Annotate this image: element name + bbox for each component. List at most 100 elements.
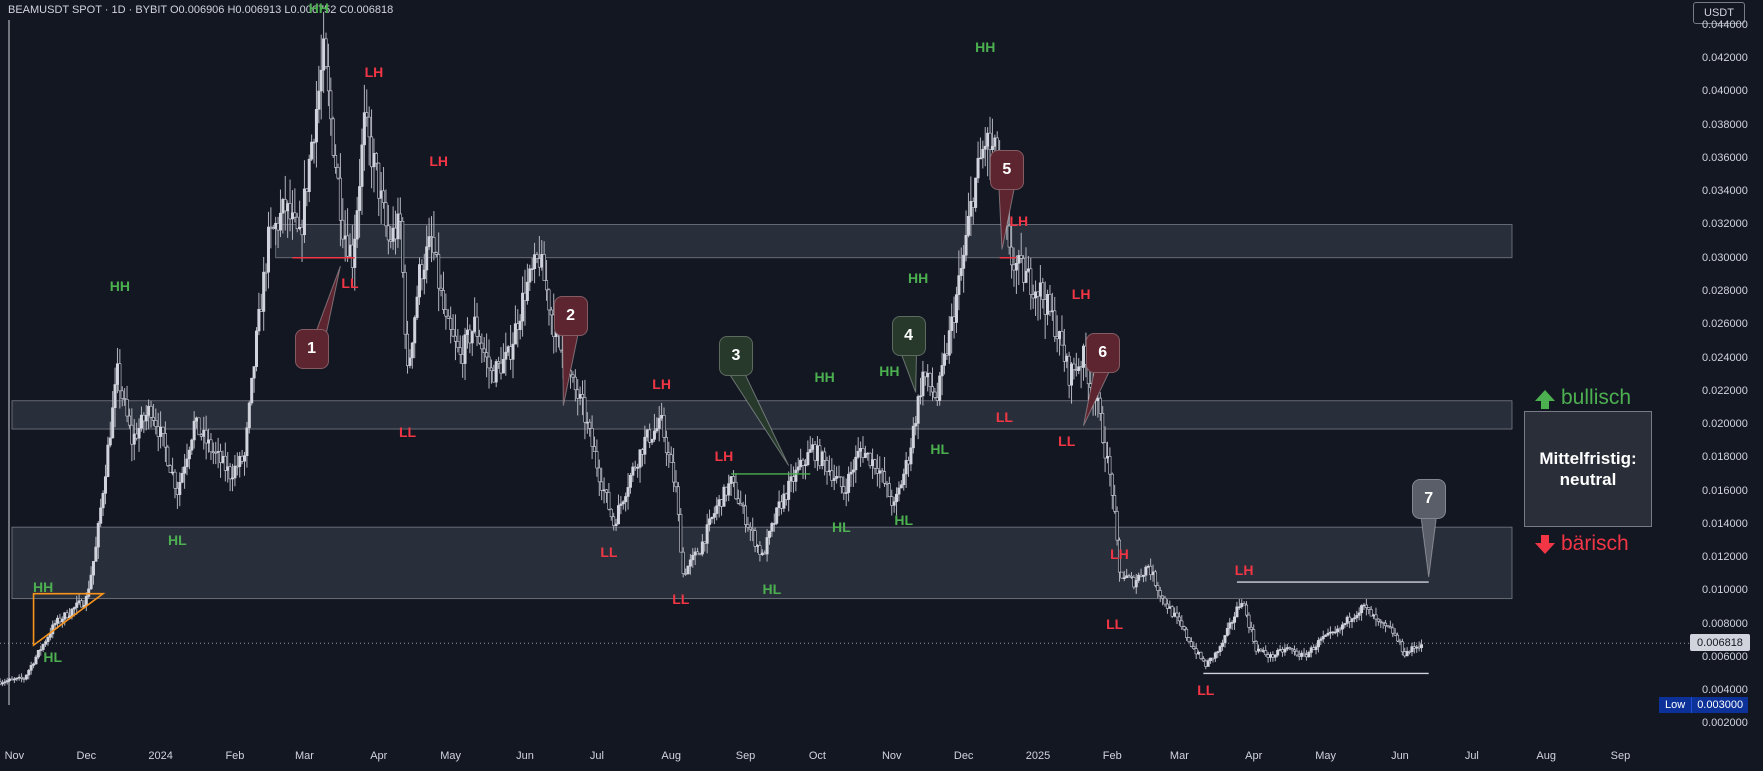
candle-body-141 [336,167,340,179]
candle-body-251 [600,481,604,491]
candle-body-488 [1168,606,1172,609]
candle-body-474 [1134,580,1138,588]
candle-body-16 [36,649,40,658]
candle-body-84 [199,434,203,437]
candle-body-275 [657,417,661,429]
candle-body-491 [1175,612,1179,618]
candle-body-87 [207,439,211,444]
candle-body-591 [1415,646,1419,649]
candle-body-49 [115,363,119,385]
candle-body-199 [475,316,479,337]
candle-body-301 [720,499,724,507]
candle-body-74 [175,487,179,495]
candle-body-584 [1398,640,1402,643]
candle-body-388 [928,372,932,387]
candle-body-484 [1158,590,1162,597]
candle-body-468 [1120,571,1124,579]
candle-body-440 [1053,310,1057,337]
candle-body-377 [902,473,906,486]
candle-body-206 [492,370,496,383]
candle-body-209 [499,362,503,374]
candle-body-381 [911,425,915,449]
candle-body-92 [219,451,223,463]
candle-body-399 [954,294,958,323]
candle-body-196 [468,329,472,344]
candle-body-537 [1285,647,1289,650]
candle-body-175 [418,264,422,298]
candle-body-106 [252,366,256,379]
candle-body-481 [1151,571,1155,576]
candle-body-325 [777,501,781,509]
candle-body-189 [451,329,455,337]
candle-body-229 [547,289,551,311]
candle-body-563 [1348,616,1352,622]
candle-body-15 [34,656,38,665]
candle-body-90 [214,451,218,454]
x-tick-label: Jun [1391,750,1409,762]
candle-body-299 [715,505,719,514]
candle-body-297 [710,517,714,520]
low-value: 0.003000 [1691,697,1749,713]
candle-body-413 [988,132,992,150]
candle-body-48 [113,384,117,408]
candle-body-524 [1254,641,1258,652]
candle-body-382 [914,423,918,427]
candle-body-552 [1321,636,1325,640]
callout-bubble-2: 2 [553,295,588,336]
candles-layer [0,12,1424,687]
candle-body-578 [1384,622,1388,626]
candle-body-285 [681,551,685,574]
candle-body-254 [607,492,611,510]
candle-body-266 [636,467,640,469]
candle-body-426 [1019,255,1023,259]
candle-body-486 [1163,597,1167,605]
candle-body-79 [187,449,191,460]
candle-body-350 [837,476,841,478]
candle-body-7 [15,677,19,680]
candle-body-119 [283,199,287,212]
y-tick-label: 0.032000 [1702,218,1748,231]
candle-body-160 [382,190,386,203]
y-tick-label: 0.034000 [1702,185,1748,198]
x-tick-label: Jul [1464,750,1479,762]
candle-body-272 [650,439,654,443]
candle-body-376 [899,484,903,489]
candle-body-385 [921,371,925,397]
candle-body-519 [1242,603,1246,606]
candle-body-538 [1288,647,1292,650]
candle-body-137 [326,66,330,92]
candle-body-349 [835,476,839,479]
candle-body-286 [684,573,688,575]
candle-body-58 [137,427,141,439]
currency-button[interactable]: USDT [1693,2,1745,24]
candle-body-575 [1376,618,1380,622]
candle-body-38 [89,574,93,590]
candle-body-169 [403,272,407,335]
candle-body-5 [10,678,14,681]
candle-body-546 [1307,652,1311,658]
candle-body-521 [1247,614,1251,628]
candle-body-184 [439,287,443,291]
swing-label-ll: LL [1197,682,1215,699]
candle-body-477 [1141,574,1145,577]
candle-body-335 [801,459,805,466]
candle-body-269 [643,436,647,455]
status-box: Mittelfristig: neutral [1524,411,1652,527]
candle-body-485 [1161,595,1165,599]
candle-body-200 [477,336,481,344]
candle-body-312 [746,524,750,528]
candle-body-330 [789,476,793,482]
candle-body-130 [310,141,314,160]
candle-body-308 [736,498,740,504]
candle-body-278 [664,437,668,454]
current-price-tag: 0.006818 [1690,634,1750,651]
callout-bubble-6: 6 [1085,332,1120,373]
candle-body-530 [1268,654,1272,658]
candle-body-356 [851,469,855,473]
candle-body-458 [1096,397,1100,402]
candle-body-431 [1031,294,1035,299]
candle-body-83 [197,417,201,436]
swing-label-hl: HL [43,648,63,665]
candle-body-447 [1070,363,1074,386]
